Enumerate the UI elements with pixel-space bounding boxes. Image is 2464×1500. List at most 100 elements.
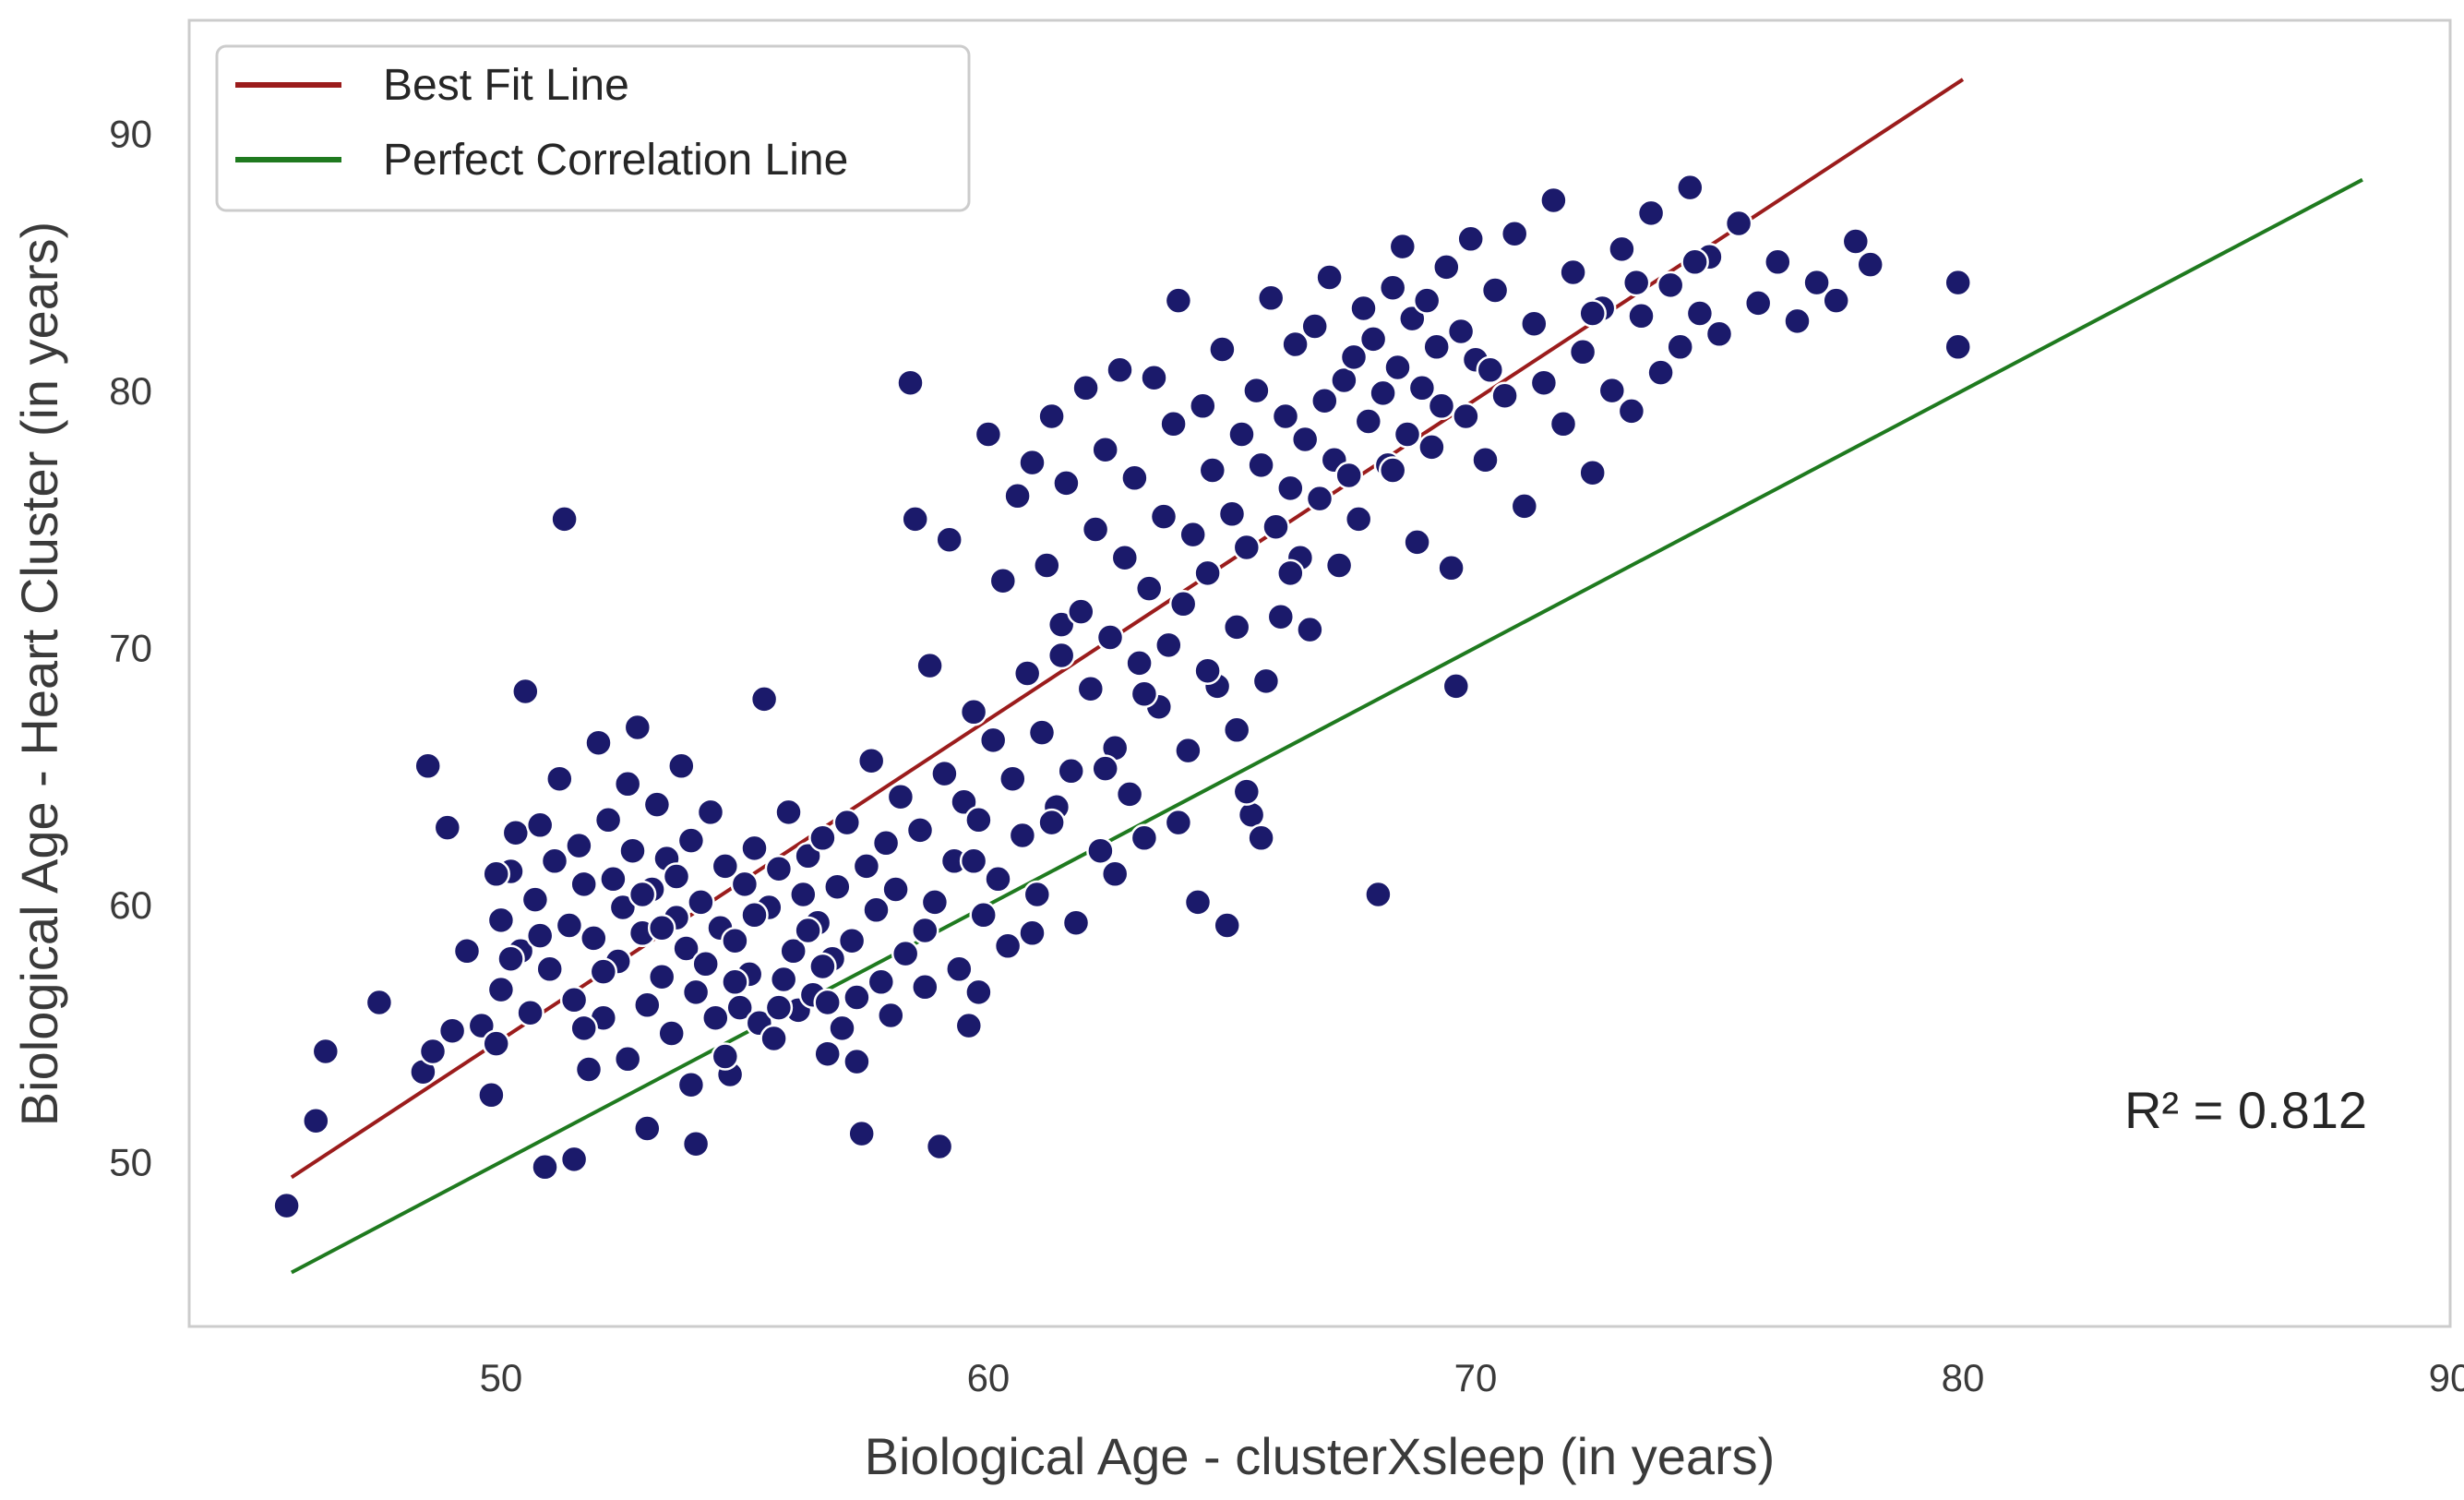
data-point	[1944, 268, 1972, 297]
data-point	[764, 854, 794, 883]
plot-frame	[187, 18, 2452, 1328]
data-point	[1627, 302, 1656, 330]
data-point	[794, 916, 822, 945]
data-point	[813, 1039, 842, 1068]
data-point	[896, 368, 925, 397]
data-point	[1023, 880, 1052, 909]
data-point	[1369, 378, 1397, 408]
data-point	[1364, 880, 1393, 909]
data-point	[413, 751, 442, 781]
data-point	[1621, 268, 1651, 297]
data-point	[1417, 433, 1446, 462]
data-point	[959, 846, 988, 876]
data-point	[1324, 551, 1354, 580]
data-point	[1047, 641, 1076, 670]
data-point	[589, 957, 618, 986]
data-point	[1422, 332, 1451, 362]
data-point	[584, 728, 613, 757]
data-point	[823, 872, 852, 901]
data-point	[559, 986, 589, 1014]
data-point	[565, 831, 593, 860]
data-point	[676, 1070, 706, 1099]
data-point	[1841, 227, 1871, 256]
data-point	[1193, 558, 1222, 588]
data-point	[1091, 754, 1119, 783]
data-point	[1125, 649, 1154, 678]
data-point	[974, 420, 1003, 449]
data-point	[618, 836, 647, 865]
data-point	[1456, 224, 1485, 254]
data-point	[1334, 461, 1363, 490]
data-point	[1407, 374, 1437, 402]
data-point	[657, 1019, 686, 1048]
data-point	[1490, 381, 1519, 410]
data-point	[687, 888, 715, 917]
data-point	[1310, 386, 1339, 415]
data-point	[1037, 808, 1066, 837]
data-point	[1033, 551, 1061, 580]
legend-label-best-fit: Best Fit Line	[383, 61, 629, 110]
data-point	[672, 934, 700, 963]
data-point	[1393, 420, 1422, 449]
y-tick-label: 70	[109, 627, 152, 670]
data-point	[1227, 420, 1256, 449]
data-point	[1666, 332, 1694, 362]
data-point	[1130, 823, 1159, 853]
data-point	[676, 826, 706, 855]
data-point	[915, 651, 944, 680]
data-point	[525, 921, 555, 950]
data-point	[847, 1119, 876, 1148]
data-point	[482, 1029, 510, 1058]
data-point	[920, 888, 950, 917]
data-point	[774, 798, 803, 827]
data-point	[511, 677, 540, 706]
data-point	[486, 975, 516, 1004]
data-point	[1510, 492, 1539, 521]
data-point	[1646, 358, 1675, 387]
data-point	[1290, 425, 1320, 454]
data-point	[1388, 232, 1417, 261]
data-point	[769, 965, 798, 994]
data-point	[852, 852, 881, 881]
data-point	[681, 1129, 711, 1158]
data-point	[667, 751, 696, 781]
data-point	[1743, 289, 1773, 318]
data-point	[1378, 456, 1407, 485]
data-point	[721, 967, 749, 997]
legend-label-perfect-correlation: Perfect Correlation Line	[383, 136, 848, 185]
data-point	[1061, 908, 1091, 937]
data-point	[828, 1014, 856, 1043]
data-point	[1300, 312, 1329, 341]
data-point	[1783, 306, 1812, 336]
data-point	[901, 505, 929, 534]
data-point	[891, 939, 920, 968]
data-point	[691, 950, 720, 978]
data-point	[1262, 512, 1290, 541]
data-point	[930, 759, 959, 788]
data-point	[1018, 448, 1047, 477]
data-point	[1349, 294, 1378, 323]
data-point	[647, 914, 676, 942]
data-point	[1471, 446, 1500, 474]
data-point	[496, 944, 525, 973]
data-point	[867, 967, 896, 997]
data-point	[550, 505, 579, 534]
data-point	[1037, 402, 1066, 431]
data-point	[1500, 219, 1529, 248]
data-point	[1403, 528, 1431, 557]
data-point	[954, 1011, 984, 1040]
data-point	[1208, 335, 1237, 364]
data-point	[1578, 299, 1607, 328]
data-point	[1539, 186, 1568, 215]
data-point	[613, 1045, 642, 1074]
data-point	[1398, 304, 1427, 333]
data-point	[1164, 286, 1193, 315]
data-point	[559, 1145, 589, 1174]
data-point	[1822, 286, 1850, 315]
data-point	[501, 818, 531, 847]
data-point	[1115, 780, 1144, 809]
data-point	[843, 1047, 871, 1076]
data-point	[1296, 615, 1324, 644]
data-point	[1232, 777, 1262, 806]
